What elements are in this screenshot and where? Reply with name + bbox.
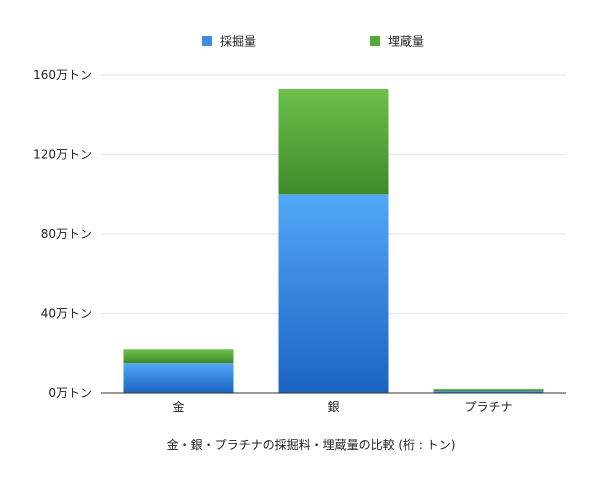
legend-label: 埋蔵量 [388,35,424,49]
y-tick-label: 40万トン [41,307,92,321]
bar-segment-reserve [123,349,234,364]
x-category-label: 金 [172,399,184,414]
chart-caption: 金・銀・プラチナの採掘料・埋蔵量の比較 (桁 : トン) [167,437,456,452]
legend: 採掘量 埋蔵量 [202,34,424,49]
x-category-label: 銀 [327,400,339,414]
y-tick-label: 160万トン [33,68,92,82]
bars [123,88,544,393]
x-axis-categories: 金 銀 プラチナ [172,399,512,414]
bar-segment-mined [123,363,234,393]
bar-segment-reserve [278,88,389,195]
x-category-label: プラチナ [464,400,512,414]
legend-swatch [370,36,380,46]
y-tick-label: 80万トン [41,227,92,241]
legend-label: 採掘量 [220,34,256,49]
y-tick-label: 120万トン [33,148,92,162]
y-axis-ticks: 0万トン 40万トン 80万トン 120万トン 160万トン [33,68,92,400]
bar-segment-mined [278,194,389,393]
bar-segment-reserve [433,389,544,392]
legend-swatch [202,36,212,46]
y-tick-label: 0万トン [48,386,92,400]
bar-segment-mined [433,391,544,393]
